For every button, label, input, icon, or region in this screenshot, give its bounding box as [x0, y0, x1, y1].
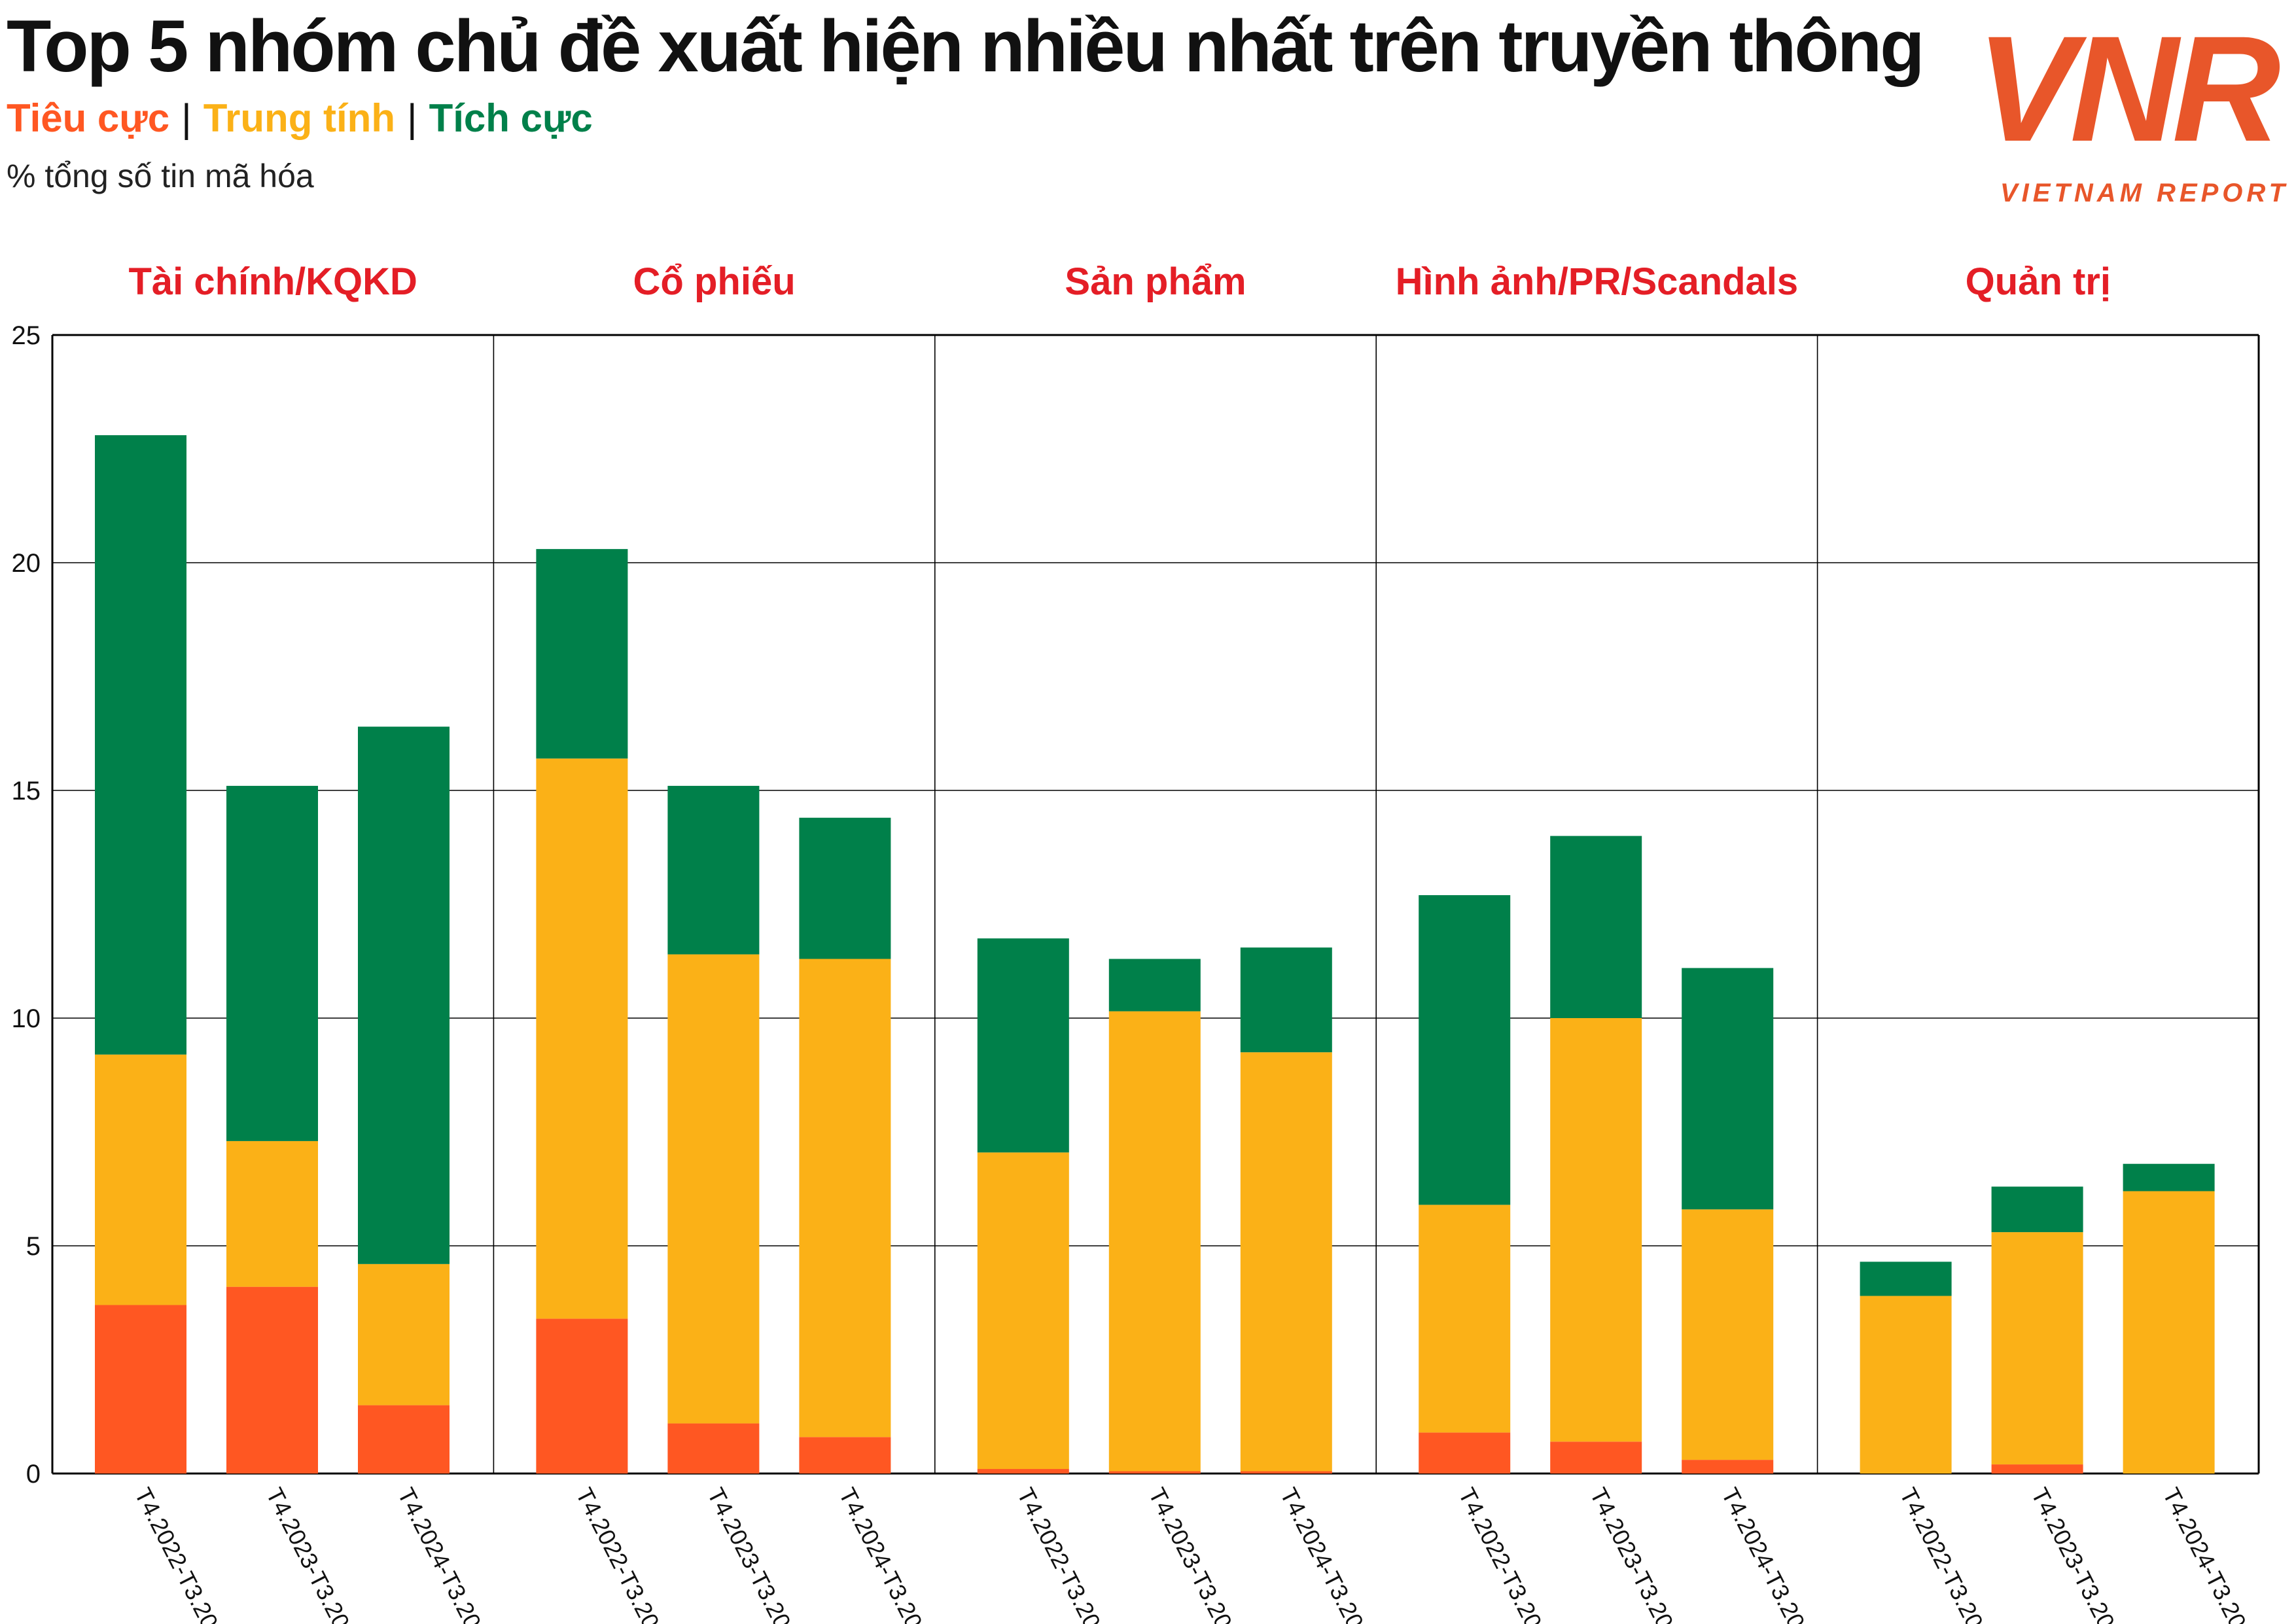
bar-segment-positive: [1550, 836, 1642, 1018]
bar-segment-negative: [226, 1286, 318, 1474]
x-tick-label: T4.2023-T3.2024: [702, 1483, 808, 1624]
bar-segment-negative: [536, 1318, 628, 1474]
x-tick-label: T4.2024-T3.2025: [2157, 1483, 2263, 1624]
x-tick-label: T4.2024-T3.2025: [834, 1483, 940, 1624]
bar-segment-neutral: [2123, 1191, 2215, 1474]
bar-segment-positive: [226, 786, 318, 1141]
group-title: Hình ảnh/PR/Scandals: [1396, 260, 1799, 303]
bar-segment-negative: [667, 1423, 760, 1474]
bar-segment-positive: [1419, 895, 1511, 1205]
legend-negative: Tiêu cực: [7, 96, 170, 140]
bar-segment-positive: [2123, 1163, 2215, 1192]
y-tick-label: 10: [12, 1004, 41, 1033]
x-tick-label: T4.2022-T3.2023: [571, 1483, 677, 1624]
bar-segment-neutral: [1860, 1296, 1952, 1474]
y-tick-label: 0: [26, 1460, 41, 1489]
bar-segment-positive: [536, 549, 628, 759]
bar-segment-neutral: [358, 1263, 450, 1405]
x-tick-label: T4.2022-T3.2023: [1012, 1483, 1118, 1624]
x-tick-label: T4.2024-T3.2025: [1716, 1483, 1822, 1624]
group-title: Quản trị: [1966, 260, 2111, 303]
x-tick-label: T4.2022-T3.2023: [1894, 1483, 2000, 1624]
bar-segment-neutral: [1419, 1205, 1511, 1433]
group-title: Tài chính/KQKD: [128, 260, 417, 303]
x-tick-label: T4.2023-T3.2024: [1585, 1483, 1691, 1624]
logo-mark: VNR: [1976, 5, 2280, 173]
group-title: Cổ phiếu: [633, 260, 796, 303]
x-tick-label: T4.2023-T3.2024: [2026, 1483, 2132, 1624]
legend-separator: |: [181, 96, 192, 140]
bar-segment-neutral: [1682, 1209, 1774, 1460]
bar-segment-positive: [95, 435, 186, 1055]
bar-segment-positive: [1240, 947, 1332, 1053]
x-tick-label: T4.2023-T3.2024: [261, 1483, 367, 1624]
bar-segment-positive: [799, 817, 891, 959]
x-tick-label: T4.2022-T3.2023: [130, 1483, 236, 1624]
bar-segment-neutral: [1240, 1052, 1332, 1472]
bar-segment-negative: [95, 1305, 186, 1474]
bar-segment-negative: [977, 1469, 1069, 1474]
bar-segment-neutral: [799, 959, 891, 1438]
x-tick-label: T4.2024-T3.2025: [1275, 1483, 1381, 1624]
legend: Tiêu cực | Trung tính | Tích cực: [7, 96, 593, 141]
y-tick-label: 20: [12, 549, 41, 578]
bar-segment-neutral: [226, 1140, 318, 1287]
bar-segment-positive: [1991, 1186, 2083, 1233]
logo-text: VIETNAM REPORT: [2000, 179, 2289, 207]
bar-segment-positive: [667, 786, 760, 955]
bar-segment-negative: [1108, 1471, 1201, 1474]
y-tick-label: 5: [26, 1232, 41, 1261]
chart-title: Top 5 nhóm chủ đề xuất hiện nhiều nhất t…: [7, 5, 1925, 87]
legend-neutral: Trung tính: [203, 96, 395, 140]
x-tick-label: T4.2023-T3.2024: [1144, 1483, 1250, 1624]
x-tick-label: T4.2024-T3.2025: [393, 1483, 499, 1624]
bar-segment-negative: [358, 1405, 450, 1474]
bar-segment-negative: [1550, 1441, 1642, 1474]
legend-positive: Tích cực: [429, 96, 593, 140]
bar-segment-neutral: [667, 954, 760, 1424]
group-title: Sản phẩm: [1065, 260, 1246, 303]
bar-segment-negative: [1419, 1432, 1511, 1474]
bar-segment-neutral: [95, 1054, 186, 1305]
bar-segment-positive: [358, 726, 450, 1264]
bar-segment-negative: [1991, 1464, 2083, 1474]
bar-segment-positive: [1860, 1262, 1952, 1296]
bar-segment-negative: [1682, 1460, 1774, 1474]
bar-segment-neutral: [977, 1152, 1069, 1470]
vietnam-report-logo: VNR VIETNAM REPORT: [1976, 5, 2289, 207]
bar-segment-neutral: [536, 758, 628, 1319]
bar-segment-positive: [1682, 968, 1774, 1210]
bar-segment-positive: [1108, 959, 1201, 1012]
x-tick-label: T4.2022-T3.2023: [1453, 1483, 1559, 1624]
bar-segment-neutral: [1550, 1018, 1642, 1442]
y-tick-label: 25: [12, 321, 41, 350]
bar-segment-negative: [1240, 1471, 1332, 1474]
y-tick-label: 15: [12, 777, 41, 805]
bar-segment-positive: [977, 938, 1069, 1153]
legend-separator: |: [406, 96, 417, 140]
chart-subtitle: % tổng số tin mã hóa: [7, 158, 314, 194]
bar-segment-neutral: [1991, 1232, 2083, 1465]
bar-segment-neutral: [1108, 1011, 1201, 1472]
bar-segment-negative: [799, 1437, 891, 1474]
